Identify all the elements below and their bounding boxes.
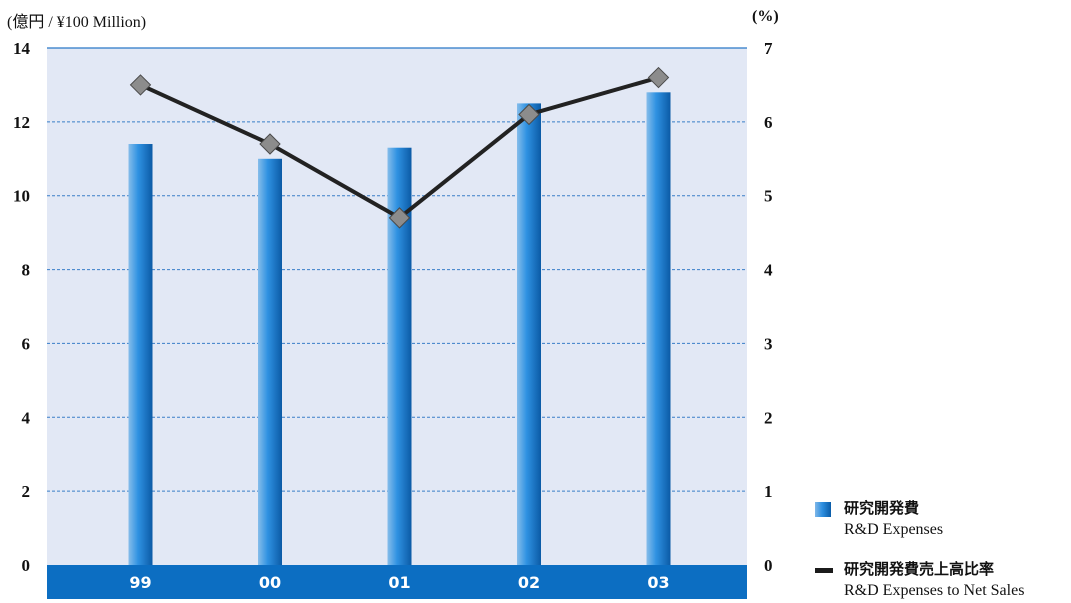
legend-bars-en: R&D Expenses — [844, 521, 944, 538]
x-tick-labels: 99 00 01 02 03 — [129, 573, 669, 592]
right-axis-ticks: 0 1 2 3 4 5 6 7 — [764, 39, 773, 575]
left-tick-0: 0 — [22, 556, 31, 575]
line-point-99 — [129, 74, 152, 96]
right-tick-0: 0 — [764, 556, 773, 575]
bar-02 — [517, 103, 541, 566]
left-tick-4: 4 — [22, 408, 31, 427]
legend-line-text: 研究開発費売上高比率 R&D Expenses to Net Sales — [844, 559, 1024, 601]
left-tick-2: 2 — [22, 482, 31, 501]
right-tick-4: 4 — [764, 261, 773, 280]
right-tick-5: 5 — [764, 187, 773, 206]
line-point-03 — [647, 66, 670, 89]
x-tick-03: 03 — [647, 573, 669, 592]
legend-bars-text: 研究開発費 R&D Expenses — [844, 498, 943, 540]
right-tick-1: 1 — [764, 482, 773, 501]
bar-series — [128, 92, 671, 566]
left-tick-14: 14 — [13, 39, 31, 58]
left-axis-unit: (億円 / ¥100 Million) — [7, 14, 147, 31]
line-series — [129, 66, 670, 229]
bar-99 — [128, 144, 153, 565]
right-tick-7: 7 — [764, 39, 773, 58]
left-tick-6: 6 — [22, 334, 31, 353]
x-tick-02: 02 — [518, 573, 540, 592]
right-tick-3: 3 — [764, 334, 773, 353]
left-tick-8: 8 — [22, 261, 31, 280]
left-tick-12: 12 — [13, 113, 30, 132]
x-tick-99: 99 — [129, 573, 151, 592]
line-point-00 — [259, 133, 281, 155]
legend-bars-jp: 研究開発費 — [844, 499, 920, 517]
line-point-02 — [518, 103, 540, 126]
legend-line-en: R&D Expenses to Net Sales — [844, 582, 1025, 599]
left-axis-ticks: 0 2 4 6 8 10 12 14 — [13, 39, 31, 575]
bar-03 — [646, 92, 671, 566]
legend-line-jp: 研究開発費売上高比率 — [844, 560, 995, 578]
x-tick-01: 01 — [388, 573, 410, 592]
line-swatch-icon — [815, 568, 833, 573]
left-tick-10: 10 — [13, 187, 30, 206]
x-tick-00: 00 — [259, 573, 281, 592]
right-tick-2: 2 — [764, 408, 773, 427]
category-axis-band — [47, 565, 747, 599]
bar-swatch-icon — [815, 502, 831, 517]
line-point-01 — [388, 207, 411, 229]
right-axis-unit: (%) — [752, 8, 779, 25]
bar-00 — [258, 158, 282, 566]
right-tick-6: 6 — [764, 113, 773, 132]
